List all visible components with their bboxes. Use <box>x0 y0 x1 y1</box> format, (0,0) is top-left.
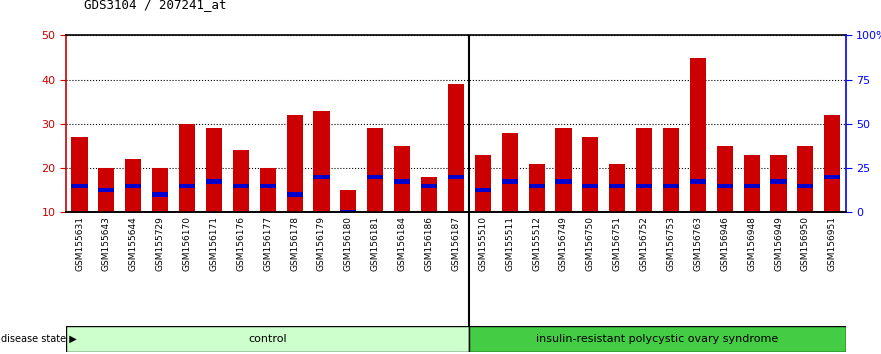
Bar <box>125 184 141 188</box>
Text: GSM155512: GSM155512 <box>532 216 541 271</box>
Bar <box>636 184 652 188</box>
Text: GSM155510: GSM155510 <box>478 216 487 271</box>
Text: GSM156177: GSM156177 <box>263 216 272 271</box>
Bar <box>771 155 787 212</box>
Bar <box>501 133 518 212</box>
Bar <box>663 128 679 212</box>
Bar <box>582 137 598 212</box>
Text: GSM156763: GSM156763 <box>693 216 702 271</box>
Text: GSM156176: GSM156176 <box>236 216 245 271</box>
Bar <box>636 128 652 212</box>
Bar <box>690 57 706 212</box>
Bar <box>367 175 383 179</box>
Bar <box>260 168 276 212</box>
Text: GSM156187: GSM156187 <box>451 216 461 271</box>
Bar <box>555 128 572 212</box>
Bar <box>125 159 141 212</box>
Bar <box>825 175 840 179</box>
Bar <box>690 179 706 184</box>
Bar <box>152 193 168 197</box>
Bar <box>71 137 87 212</box>
Bar <box>99 188 115 193</box>
Bar <box>470 326 846 352</box>
Text: GSM156752: GSM156752 <box>640 216 648 271</box>
Text: GSM156946: GSM156946 <box>721 216 729 271</box>
Bar <box>555 179 572 184</box>
Bar <box>340 210 357 215</box>
Text: GSM156751: GSM156751 <box>612 216 622 271</box>
Bar <box>663 184 679 188</box>
Text: GSM155511: GSM155511 <box>505 216 515 271</box>
Bar <box>99 168 115 212</box>
Bar <box>771 179 787 184</box>
Bar <box>260 184 276 188</box>
Bar <box>744 184 759 188</box>
Bar <box>421 184 437 188</box>
Bar <box>286 193 303 197</box>
Bar <box>71 184 87 188</box>
Bar <box>448 175 464 179</box>
Bar <box>717 184 733 188</box>
Bar <box>582 184 598 188</box>
Bar <box>797 184 813 188</box>
Bar <box>233 150 249 212</box>
Bar <box>609 184 626 188</box>
Bar <box>717 146 733 212</box>
Text: GDS3104 / 207241_at: GDS3104 / 207241_at <box>84 0 226 11</box>
Bar <box>394 146 411 212</box>
Bar <box>475 155 491 212</box>
Bar <box>340 190 357 212</box>
Text: insulin-resistant polycystic ovary syndrome: insulin-resistant polycystic ovary syndr… <box>537 334 779 344</box>
Bar <box>797 146 813 212</box>
Text: GSM156184: GSM156184 <box>397 216 407 271</box>
Bar <box>609 164 626 212</box>
Text: GSM155729: GSM155729 <box>156 216 165 271</box>
Text: GSM156749: GSM156749 <box>559 216 568 271</box>
Bar <box>179 124 195 212</box>
Bar <box>206 179 222 184</box>
Bar <box>825 115 840 212</box>
Bar <box>152 168 168 212</box>
Text: GSM156186: GSM156186 <box>425 216 433 271</box>
Bar <box>475 188 491 193</box>
Bar <box>421 177 437 212</box>
Text: GSM156951: GSM156951 <box>828 216 837 271</box>
Text: control: control <box>248 334 287 344</box>
Bar <box>501 179 518 184</box>
Text: disease state ▶: disease state ▶ <box>1 334 77 344</box>
Text: GSM155643: GSM155643 <box>102 216 111 271</box>
Bar <box>286 115 303 212</box>
Bar <box>206 128 222 212</box>
Bar <box>529 164 544 212</box>
Text: GSM156178: GSM156178 <box>290 216 300 271</box>
Bar <box>529 184 544 188</box>
Text: GSM155631: GSM155631 <box>75 216 84 271</box>
Bar <box>448 84 464 212</box>
Bar <box>233 184 249 188</box>
Text: GSM156950: GSM156950 <box>801 216 810 271</box>
Text: GSM156181: GSM156181 <box>371 216 380 271</box>
Text: GSM156170: GSM156170 <box>182 216 191 271</box>
Bar <box>314 175 329 179</box>
Bar <box>744 155 759 212</box>
Text: GSM156180: GSM156180 <box>344 216 353 271</box>
Text: GSM155644: GSM155644 <box>129 216 137 270</box>
Text: GSM156949: GSM156949 <box>774 216 783 271</box>
Text: GSM156753: GSM156753 <box>667 216 676 271</box>
Bar <box>179 184 195 188</box>
Bar <box>367 128 383 212</box>
Text: GSM156179: GSM156179 <box>317 216 326 271</box>
Bar <box>314 110 329 212</box>
Bar <box>394 179 411 184</box>
Text: GSM156171: GSM156171 <box>210 216 218 271</box>
Text: GSM156948: GSM156948 <box>747 216 756 271</box>
Bar <box>66 326 470 352</box>
Text: GSM156750: GSM156750 <box>586 216 595 271</box>
